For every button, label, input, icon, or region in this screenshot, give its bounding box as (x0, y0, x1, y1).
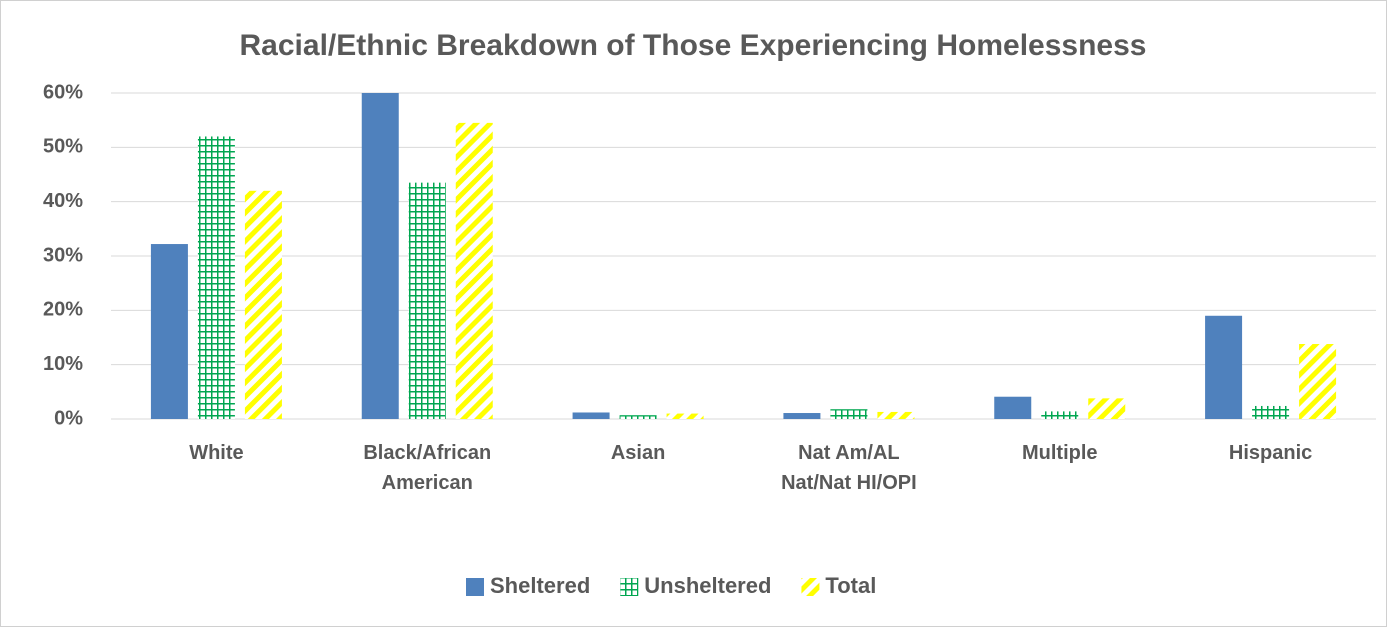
legend-label: Sheltered (490, 573, 590, 598)
bar (1088, 398, 1126, 419)
bar (1299, 344, 1337, 419)
bar (1252, 405, 1290, 419)
bar (994, 396, 1032, 419)
bar (361, 93, 399, 419)
bar (1205, 315, 1243, 419)
x-tick-label: Hispanic (1228, 442, 1313, 464)
x-tick-label: Multiple (1021, 442, 1098, 464)
legend-label: Unsheltered (644, 573, 771, 598)
x-tick-label: Asian (610, 442, 666, 464)
chart-title: Racial/Ethnic Breakdown of Those Experie… (240, 29, 1147, 62)
x-tick-label: Black/African American (363, 442, 492, 494)
bar (244, 190, 282, 419)
x-tick-label: White (189, 442, 244, 464)
bar (150, 244, 188, 419)
bar (830, 409, 868, 419)
legend-swatch (801, 578, 820, 596)
bar (408, 182, 446, 419)
legend-swatch (620, 578, 639, 596)
y-tick-label: 0% (54, 407, 83, 429)
bar (1041, 411, 1079, 419)
y-tick-label: 40% (43, 190, 83, 212)
bar (877, 411, 915, 419)
bar (666, 413, 704, 419)
bar (783, 413, 821, 419)
x-tick-label: Nat Am/AL Nat/Nat HI/OPI (781, 442, 917, 494)
y-tick-label: 50% (43, 136, 83, 158)
legend-label: Total (825, 573, 876, 598)
legend-swatch (466, 578, 484, 596)
y-tick-label: 60% (43, 81, 83, 103)
bar (572, 412, 610, 419)
bar (455, 122, 493, 419)
y-tick-label: 10% (43, 353, 83, 375)
bar (619, 415, 657, 419)
bar (197, 136, 235, 419)
y-tick-label: 20% (43, 299, 83, 321)
y-tick-label: 30% (43, 244, 83, 266)
